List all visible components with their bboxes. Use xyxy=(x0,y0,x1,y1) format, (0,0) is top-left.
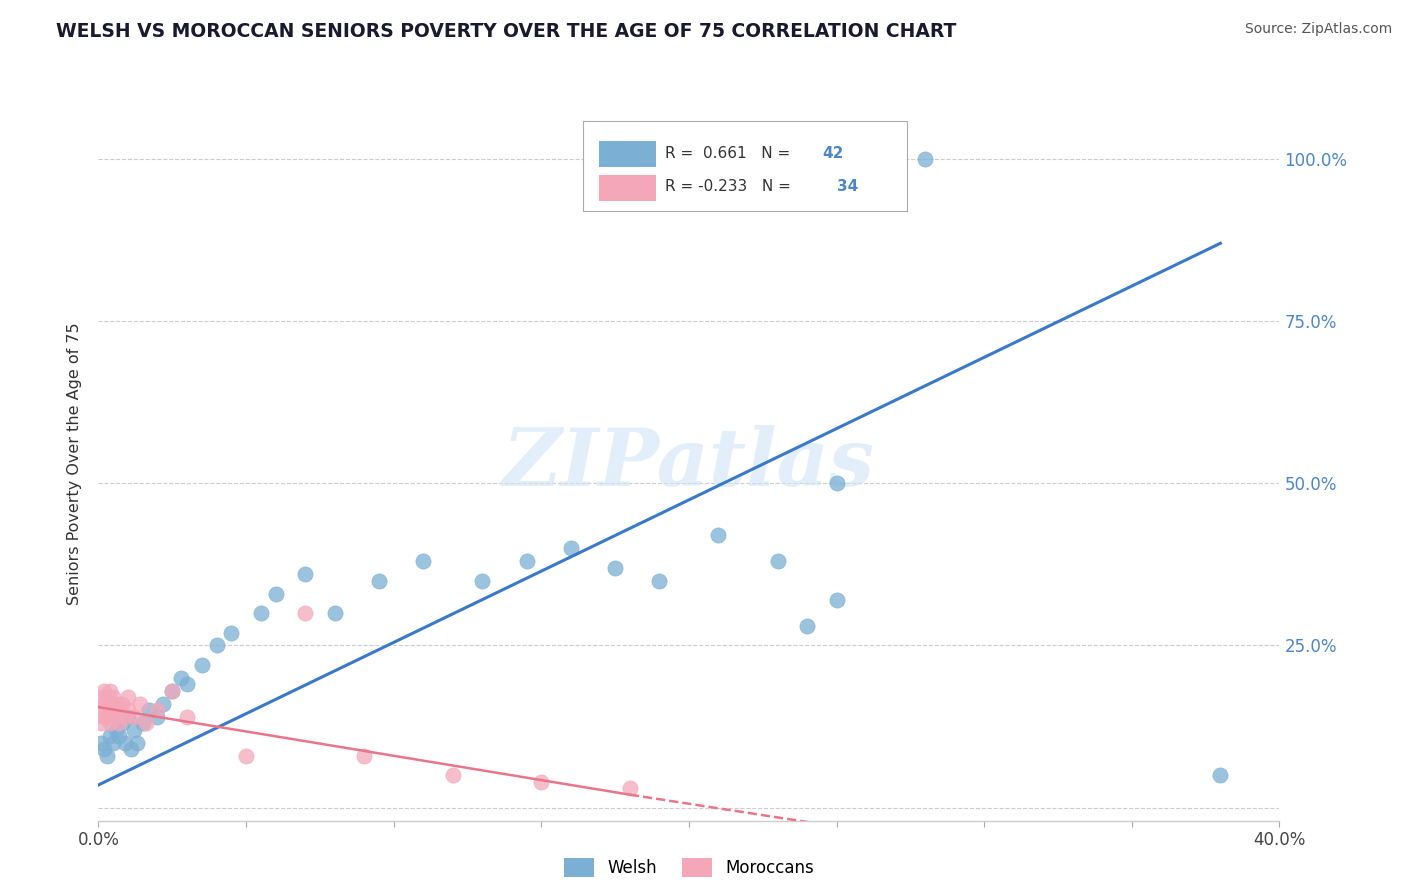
Point xyxy=(122,710,145,724)
Point xyxy=(93,710,115,724)
Point xyxy=(170,671,193,685)
Text: 42: 42 xyxy=(823,146,844,161)
Point xyxy=(114,710,136,724)
Point xyxy=(93,684,115,698)
Point xyxy=(135,716,157,731)
Point xyxy=(98,697,121,711)
Point xyxy=(515,554,537,568)
Point xyxy=(605,560,627,574)
Point xyxy=(162,684,183,698)
Point xyxy=(105,710,128,724)
Point xyxy=(105,723,128,737)
Point xyxy=(219,625,242,640)
Text: ZIPatlas: ZIPatlas xyxy=(503,425,875,502)
Text: R =  0.661   N =: R = 0.661 N = xyxy=(665,146,796,161)
FancyBboxPatch shape xyxy=(599,175,655,201)
Point xyxy=(914,152,936,166)
Point xyxy=(146,710,169,724)
Point xyxy=(93,697,115,711)
Legend: Welsh, Moroccans: Welsh, Moroccans xyxy=(557,852,821,884)
Point xyxy=(132,716,155,731)
Point xyxy=(441,768,464,782)
Point xyxy=(117,703,139,717)
Point xyxy=(619,781,641,796)
Point xyxy=(111,697,134,711)
Point xyxy=(560,541,582,556)
Point xyxy=(138,703,160,717)
FancyBboxPatch shape xyxy=(599,141,655,167)
Point xyxy=(108,703,131,717)
Point xyxy=(855,152,877,166)
Point xyxy=(103,690,125,705)
Point xyxy=(176,710,198,724)
Point xyxy=(96,690,118,705)
Point xyxy=(96,748,118,763)
Point xyxy=(323,606,346,620)
Point xyxy=(152,697,174,711)
Point xyxy=(235,748,257,763)
Point xyxy=(103,703,125,717)
Point xyxy=(122,723,145,737)
Point xyxy=(90,716,112,731)
Point xyxy=(205,639,228,653)
Text: 34: 34 xyxy=(837,179,858,194)
Point xyxy=(825,476,848,491)
Point xyxy=(125,736,148,750)
Point xyxy=(146,703,169,717)
Point xyxy=(105,697,128,711)
Point xyxy=(1209,768,1232,782)
Point xyxy=(108,729,131,743)
Point xyxy=(191,657,214,672)
FancyBboxPatch shape xyxy=(582,121,907,211)
Point xyxy=(111,716,134,731)
Point xyxy=(294,606,316,620)
Point xyxy=(353,748,375,763)
Point xyxy=(368,574,391,588)
Point xyxy=(530,774,553,789)
Point xyxy=(264,586,287,600)
Point xyxy=(412,554,434,568)
Point xyxy=(98,684,121,698)
Text: R = -0.233   N =: R = -0.233 N = xyxy=(665,179,796,194)
Point xyxy=(162,684,183,698)
Point xyxy=(98,729,121,743)
Point xyxy=(117,690,139,705)
Point xyxy=(103,736,125,750)
Point xyxy=(114,736,136,750)
Point xyxy=(294,567,316,582)
Point xyxy=(117,710,139,724)
Point xyxy=(120,742,142,756)
Text: Source: ZipAtlas.com: Source: ZipAtlas.com xyxy=(1244,22,1392,37)
Y-axis label: Seniors Poverty Over the Age of 75: Seniors Poverty Over the Age of 75 xyxy=(67,323,83,605)
Point xyxy=(766,554,789,568)
Point xyxy=(825,593,848,607)
Point xyxy=(90,690,112,705)
Point xyxy=(108,716,131,731)
Point xyxy=(90,703,112,717)
Point xyxy=(250,606,273,620)
Point xyxy=(93,742,115,756)
Point xyxy=(176,677,198,691)
Point xyxy=(90,736,112,750)
Point xyxy=(707,528,730,542)
Point xyxy=(648,574,671,588)
Point xyxy=(471,574,494,588)
Text: WELSH VS MOROCCAN SENIORS POVERTY OVER THE AGE OF 75 CORRELATION CHART: WELSH VS MOROCCAN SENIORS POVERTY OVER T… xyxy=(56,22,956,41)
Point xyxy=(128,697,150,711)
Point xyxy=(96,710,118,724)
Point xyxy=(98,716,121,731)
Point xyxy=(796,619,818,633)
Point xyxy=(96,703,118,717)
